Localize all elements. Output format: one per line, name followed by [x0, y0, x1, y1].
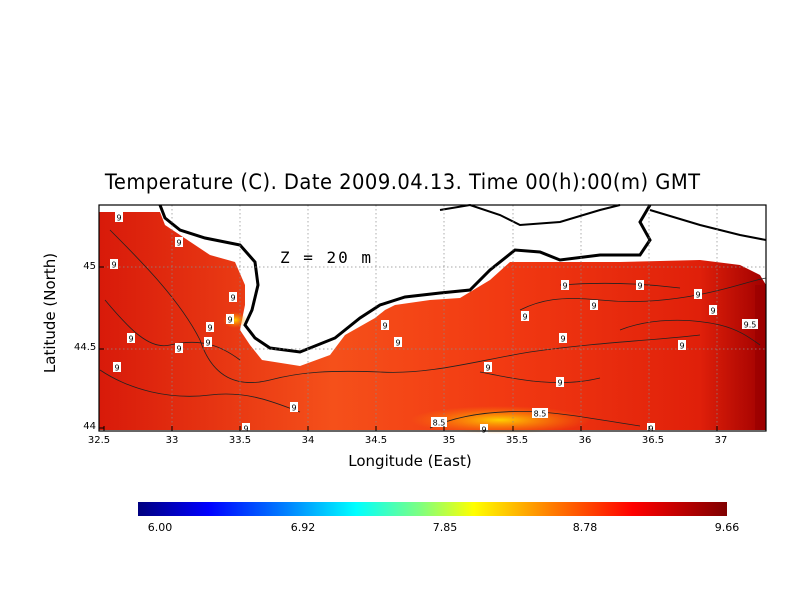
svg-text:9: 9	[481, 426, 486, 435]
svg-text:9: 9	[637, 282, 642, 291]
contour-lines	[99, 229, 767, 429]
x-tick-label: 35	[442, 435, 456, 446]
svg-text:9: 9	[207, 324, 212, 333]
svg-text:9: 9	[176, 345, 181, 354]
contour-label: 9	[381, 320, 389, 331]
colorbar-label: 9.66	[714, 521, 740, 534]
contour-label: 9	[694, 289, 702, 300]
svg-text:9: 9	[230, 294, 235, 303]
contour-label: 9	[113, 362, 121, 373]
contour-label: 9	[226, 314, 234, 325]
coastline-north	[439, 203, 621, 227]
x-tick-label: 33.5	[228, 435, 252, 446]
contour-label: 9	[590, 300, 598, 311]
svg-text:9: 9	[116, 214, 121, 223]
svg-text:9: 9	[114, 364, 119, 373]
contour-label: 9	[559, 333, 567, 344]
contour-label: 9	[678, 340, 686, 351]
x-tick-label: 33	[165, 435, 179, 446]
x-tick-label: 35.5	[505, 435, 529, 446]
svg-text:9: 9	[522, 313, 527, 322]
x-tick-label: 37	[714, 435, 728, 446]
contour-label: 9	[394, 337, 402, 348]
contour-label: 9	[110, 259, 118, 270]
colorbar-label: 6.92	[290, 521, 316, 534]
contour-label: 9.5	[742, 319, 758, 330]
x-tick-label: 36.5	[641, 435, 665, 446]
svg-text:9: 9	[710, 307, 715, 316]
contour-label: 9	[521, 311, 529, 322]
contour-label: 9	[484, 362, 492, 373]
contour-label: 9	[561, 280, 569, 291]
x-tick-label: 34.5	[364, 435, 388, 446]
svg-text:9: 9	[679, 342, 684, 351]
contour-label: 9	[175, 237, 183, 248]
contour-label: 9	[636, 280, 644, 291]
y-axis-label: Latitude (North)	[41, 252, 59, 374]
svg-text:9: 9	[395, 339, 400, 348]
plot-frame	[98, 204, 767, 432]
contour-label: 9	[127, 333, 135, 344]
contour-label: 9	[647, 423, 655, 434]
map-title: Temperature (C). Date 2009.04.13. Time 0…	[104, 170, 701, 194]
svg-text:9: 9	[557, 379, 562, 388]
sea-temperature-field	[99, 212, 766, 430]
coastline	[158, 204, 652, 354]
axis-ticks	[99, 266, 718, 431]
svg-text:9: 9	[485, 364, 490, 373]
contour-label: 9	[709, 305, 717, 316]
coastline-east	[649, 209, 767, 241]
svg-text:9: 9	[205, 339, 210, 348]
svg-text:8.5: 8.5	[433, 419, 446, 428]
y-tick-label: 44.5	[74, 342, 97, 353]
x-axis-label: Longitude (East)	[348, 452, 472, 470]
svg-text:9: 9	[176, 239, 181, 248]
svg-text:9: 9	[562, 282, 567, 291]
contour-label: 9	[480, 424, 488, 435]
contour-label: 9	[242, 423, 250, 434]
svg-text:9: 9	[128, 335, 133, 344]
contour-label: 8.5	[431, 417, 447, 428]
svg-text:9: 9	[243, 425, 248, 434]
svg-text:9: 9	[648, 425, 653, 434]
contour-label: 9	[556, 377, 564, 388]
colorbar	[138, 502, 727, 516]
x-tick-label: 32.5	[87, 435, 111, 446]
contour-label: 9	[115, 212, 123, 223]
svg-text:9: 9	[382, 322, 387, 331]
colorbar-label: 6.00	[147, 521, 173, 534]
svg-text:9: 9	[111, 261, 116, 270]
colorbar-label: 8.78	[572, 521, 598, 534]
svg-text:9.5: 9.5	[744, 321, 757, 330]
contour-label: 9	[204, 337, 212, 348]
y-tick-label: 45	[83, 261, 96, 272]
svg-text:9: 9	[560, 335, 565, 344]
grid-lines	[99, 205, 766, 431]
x-tick-label: 36	[578, 435, 592, 446]
contour-label: 9	[290, 402, 298, 413]
svg-text:9: 9	[227, 316, 232, 325]
colorbar-label: 7.85	[432, 521, 458, 534]
svg-text:8.5: 8.5	[534, 410, 547, 419]
svg-text:9: 9	[291, 404, 296, 413]
svg-text:9: 9	[695, 291, 700, 300]
contour-label: 9	[175, 343, 183, 354]
y-tick-label: 44	[83, 421, 96, 432]
contour-label: 9	[206, 322, 214, 333]
contour-label: 8.5	[532, 408, 548, 419]
east-warm-edge	[755, 285, 766, 430]
x-tick-label: 34	[301, 435, 315, 446]
depth-label: Z = 20 m	[280, 248, 374, 267]
contour-label: 9	[229, 292, 237, 303]
svg-text:9: 9	[591, 302, 596, 311]
